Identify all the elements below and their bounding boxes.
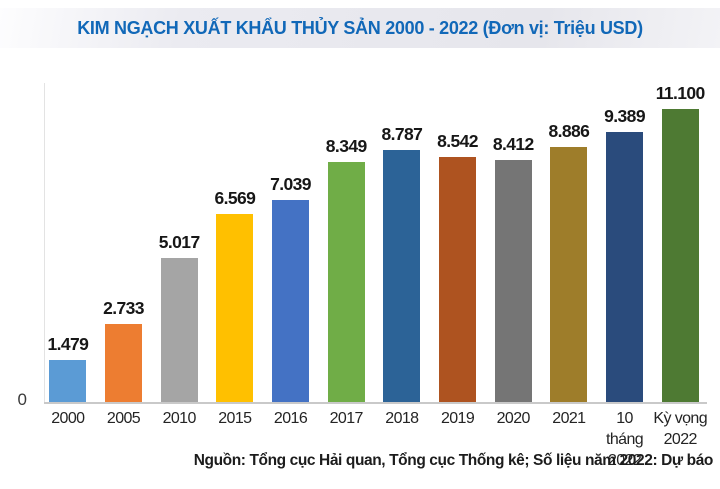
x-axis-label: 2018	[385, 410, 419, 427]
bar	[439, 157, 477, 403]
x-axis-label: 2020	[496, 410, 531, 427]
bar-value-label: 8.412	[492, 134, 534, 154]
bar-column-2017: 8.349	[318, 83, 374, 403]
bar-value-label: 8.787	[381, 124, 423, 144]
bar-column-2015: 6.569	[207, 83, 263, 403]
bar	[327, 162, 365, 403]
bar	[606, 132, 644, 403]
bar-column-2005: 2.733	[96, 83, 152, 403]
bar-value-label: 5.017	[158, 232, 200, 252]
bar	[105, 324, 142, 403]
bar-value-label: 8.886	[548, 121, 590, 141]
y-axis-line	[44, 83, 45, 403]
x-axis-label: 2000	[51, 410, 85, 427]
bar-value-label: 2.733	[103, 298, 144, 318]
x-axis-label: Kỳ vọng 2022	[653, 410, 708, 448]
bar	[216, 214, 254, 403]
x-axis-label: 10 tháng 2022	[606, 410, 644, 469]
bar-column-Kỳ vọng 2022: 11.100	[652, 83, 708, 403]
bar-series: 1.479 2.733 5.017 6.569 7.039 8.349 8.787 8.542…	[40, 83, 708, 403]
bar-value-label: 8.349	[325, 136, 367, 156]
y-axis-zero-label: 0	[17, 390, 27, 409]
bar-value-label: 11.100	[655, 83, 706, 103]
bar	[661, 109, 699, 403]
bar-column-2000: 1.479	[40, 83, 96, 403]
source-note: Nguồn: Tổng cục Hải quan, Tổng cục Thống…	[193, 452, 714, 469]
bar	[49, 360, 87, 403]
bar-column-2010: 5.017	[151, 83, 207, 403]
x-axis-label: 2016	[273, 410, 308, 427]
bar-column-2018: 8.787	[374, 83, 430, 403]
x-axis-label: 2019	[440, 410, 475, 427]
chart-title: KIM NGẠCH XUẤT KHẨU THỦY SẢN 2000 - 2022…	[77, 17, 643, 38]
x-axis-label: 2017	[329, 410, 364, 427]
bar	[550, 147, 588, 403]
bar	[272, 200, 310, 403]
bar-column-2021: 8.886	[541, 83, 597, 403]
bar-value-label: 9.389	[604, 106, 645, 126]
bar-value-label: 8.542	[437, 131, 478, 151]
x-axis-label: 2010	[162, 410, 197, 427]
bar-column-2020: 8.412	[485, 83, 541, 403]
x-axis-label: 2005	[106, 410, 141, 427]
bar-value-label: 1.479	[47, 334, 89, 354]
bar-value-label: 7.039	[270, 174, 311, 194]
bar	[383, 150, 421, 403]
bar	[494, 160, 532, 403]
bar-column-10 tháng 2022: 9.389	[597, 83, 653, 403]
x-axis-label: 2021	[552, 410, 586, 427]
x-axis-labels: 2000 2005 2010 2015 2016 2017 2018 2019 2020 2021…	[40, 408, 708, 471]
bar	[160, 258, 198, 403]
x-axis-line	[44, 402, 707, 404]
x-axis-label: 2015	[218, 410, 252, 427]
bar-value-label: 6.569	[214, 188, 256, 208]
bar-column-2019: 8.542	[430, 83, 486, 403]
title-banner: KIM NGẠCH XUẤT KHẨU THỦY SẢN 2000 - 2022…	[0, 8, 720, 48]
bar-column-2016: 7.039	[263, 83, 319, 403]
